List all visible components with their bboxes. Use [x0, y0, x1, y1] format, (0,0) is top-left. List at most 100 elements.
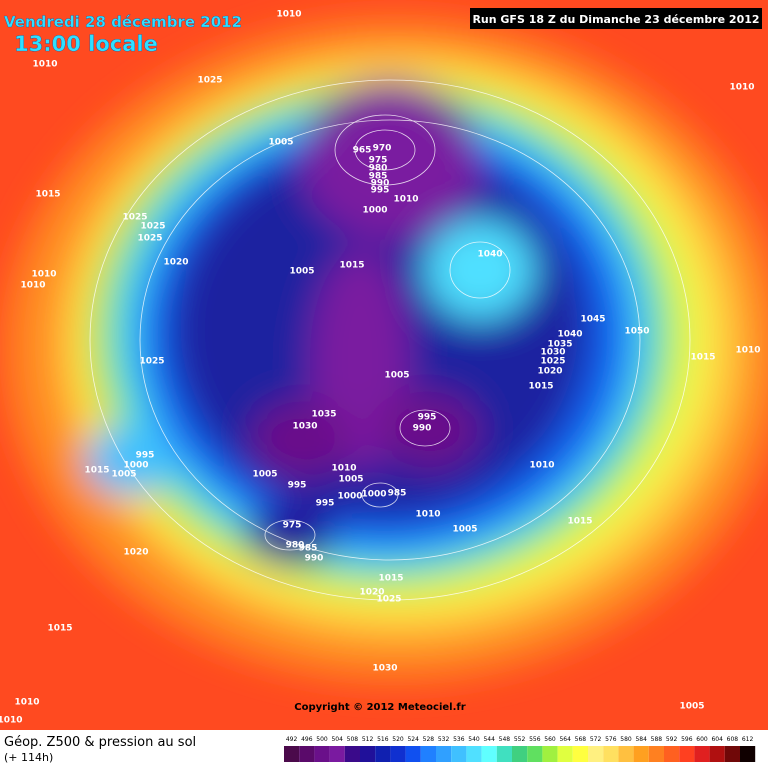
isobar-label: 1040 [557, 330, 582, 340]
isobar-label: 980 [286, 541, 305, 551]
isobar-label: 995 [316, 499, 335, 509]
legend-swatch [694, 746, 710, 762]
isobar-label: 1015 [567, 517, 592, 527]
legend-swatch [603, 746, 619, 762]
isobar-label: 1020 [359, 588, 384, 598]
isobar-label: 1045 [580, 315, 605, 325]
isobar-label: 975 [283, 521, 302, 531]
legend-swatch [618, 746, 634, 762]
legend-swatch [496, 746, 512, 762]
legend-swatch [451, 746, 467, 762]
isobar-label: 1015 [378, 574, 403, 584]
legend-value: 536 [453, 736, 465, 743]
legend-value: 596 [681, 736, 693, 743]
legend-value: 540 [468, 736, 480, 743]
legend-value: 548 [499, 736, 511, 743]
legend-swatch [724, 746, 740, 762]
isobar-label: 985 [369, 172, 388, 182]
isobar-label: 1030 [540, 348, 565, 358]
isobar-label: 985 [388, 489, 407, 499]
footer-lead: (+ 114h) [4, 751, 53, 764]
legend-swatch [466, 746, 482, 762]
legend-value: 604 [711, 736, 723, 743]
legend-value: 516 [377, 736, 389, 743]
isobar-label: 1000 [123, 461, 148, 471]
isobar-label: 1010 [32, 60, 57, 70]
legend-value: 496 [301, 736, 313, 743]
legend-value: 532 [438, 736, 450, 743]
legend-swatch [299, 746, 315, 762]
isobar-label: 1020 [123, 548, 148, 558]
legend-swatch [557, 746, 573, 762]
isobar-label: 1025 [540, 357, 565, 367]
isobar-label: 1035 [311, 410, 336, 420]
legend-swatch [664, 746, 680, 762]
z500-field [0, 0, 768, 738]
legend-value: 588 [651, 736, 663, 743]
isobar-label: 1015 [47, 624, 72, 634]
isobar-label: 995 [371, 186, 390, 196]
isobar-label: 1010 [415, 510, 440, 520]
legend-swatch [375, 746, 391, 762]
isobar-label: 1035 [547, 340, 572, 350]
legend-value: 560 [544, 736, 556, 743]
isobar-label: 1010 [729, 83, 754, 93]
isobar-label: 1010 [31, 270, 56, 280]
isobar-label: 995 [288, 481, 307, 491]
legend-value: 528 [423, 736, 435, 743]
isobar-label: 1015 [690, 353, 715, 363]
footer-title: Géop. Z500 & pression au sol [4, 735, 196, 750]
legend-swatch [709, 746, 725, 762]
legend-value: 492 [286, 736, 298, 743]
isobar-label: 1015 [35, 190, 60, 200]
isobar-label: 1025 [376, 595, 401, 605]
isobar-label: 1005 [384, 371, 409, 381]
isobar-label: 1030 [292, 422, 317, 432]
isobar-label: 1000 [361, 490, 386, 500]
legend-swatch [633, 746, 649, 762]
legend-swatch [420, 746, 436, 762]
isobar-label: 1000 [362, 206, 387, 216]
legend-swatch [329, 746, 345, 762]
isobar-label: 1025 [139, 357, 164, 367]
isobar-label: 965 [353, 146, 372, 156]
isobar-label: 1010 [0, 716, 23, 726]
legend-value: 576 [605, 736, 617, 743]
time: 13:00 locale [14, 32, 158, 56]
isobar-label: 1025 [122, 213, 147, 223]
isobar-label: 1015 [84, 466, 109, 476]
isobar-label: 1010 [331, 464, 356, 474]
legend-swatch [360, 746, 376, 762]
legend-swatch [344, 746, 360, 762]
isobar-label: 980 [369, 164, 388, 174]
legend-value: 552 [514, 736, 526, 743]
legend-swatch [740, 746, 756, 762]
legend-swatch [405, 746, 421, 762]
legend-value: 580 [620, 736, 632, 743]
isobar-label: 1010 [20, 281, 45, 291]
legend-value: 544 [483, 736, 495, 743]
legend-swatch [679, 746, 695, 762]
legend-swatch [512, 746, 528, 762]
date: Vendredi 28 décembre 2012 [4, 13, 242, 31]
isobar-label: 1005 [452, 525, 477, 535]
isobar-label: 990 [413, 424, 432, 434]
run-box [470, 8, 762, 29]
isobar-label: 1020 [537, 367, 562, 377]
isobar-label: 1040 [477, 250, 502, 260]
isobar-label: 1010 [393, 195, 418, 205]
legend-swatch [588, 746, 604, 762]
legend-value: 524 [407, 736, 419, 743]
color-legend: 492 496 500 504 508 512 516 520 524 528 532 536 540 5… [284, 736, 756, 762]
isobar-label: 1010 [735, 346, 760, 356]
isobar-label: 1020 [163, 258, 188, 268]
legend-swatch [284, 746, 300, 762]
isobar-label: 1010 [529, 461, 554, 471]
legend-value: 568 [575, 736, 587, 743]
legend-value: 508 [347, 736, 359, 743]
isobar-label: 1005 [252, 470, 277, 480]
isobar-label: 990 [305, 554, 324, 564]
legend-value: 608 [727, 736, 739, 743]
